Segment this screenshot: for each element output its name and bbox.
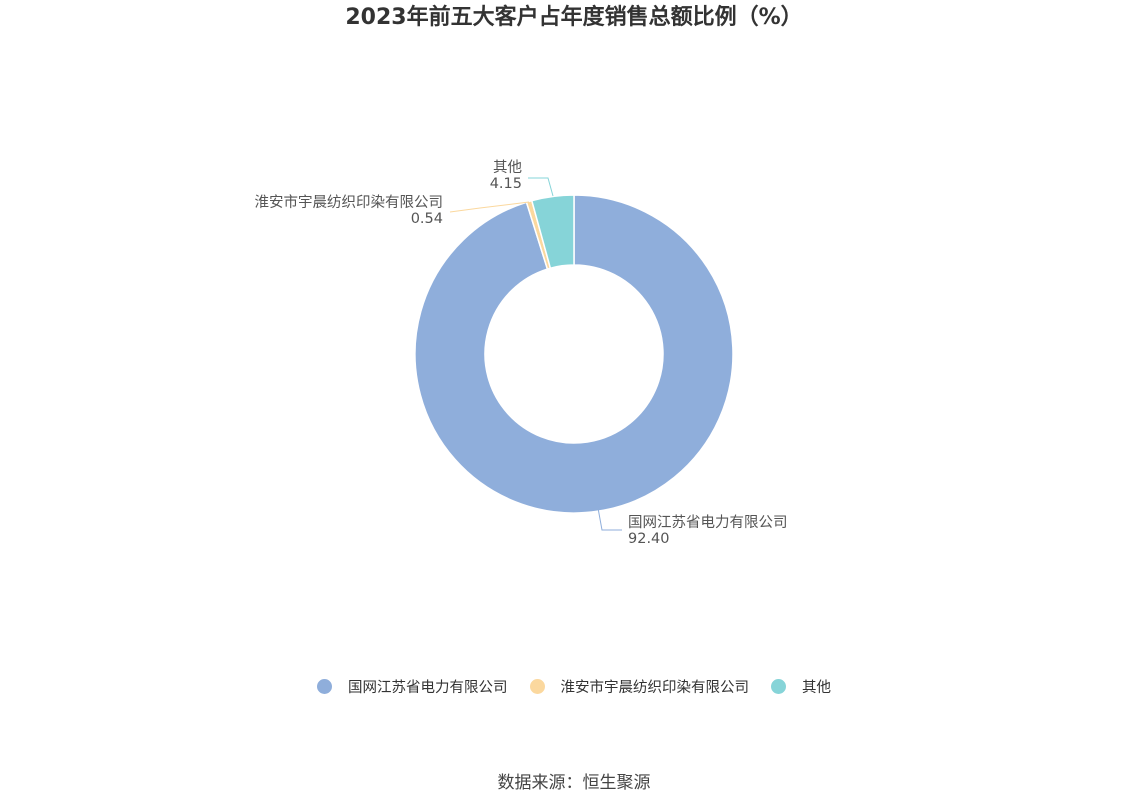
leader-lines xyxy=(449,177,622,531)
legend-label-1: 淮安市宇晨纺织印染有限公司 xyxy=(560,680,750,696)
legend: 国网江苏省电力有限公司 淮安市宇晨纺织印染有限公司 其他 xyxy=(0,676,1148,697)
legend-item-0[interactable]: 国网江苏省电力有限公司 xyxy=(317,676,508,697)
legend-marker-2 xyxy=(771,679,786,694)
leader-line-slice-2 xyxy=(528,177,554,197)
legend-label-2: 其他 xyxy=(802,680,831,696)
slice-label-value-0: 92.40 xyxy=(628,531,670,547)
data-source: 数据来源：恒生聚源 xyxy=(497,773,651,793)
donut-slice-0[interactable] xyxy=(414,194,734,514)
slice-label-value-1: 0.54 xyxy=(411,211,443,227)
donut-slice-2[interactable] xyxy=(530,194,575,270)
leader-line-slice-0 xyxy=(597,507,622,531)
donut-slices xyxy=(414,194,734,514)
slice-labels: 国网江苏省电力有限公司 92.40 淮安市宇晨纺织印染有限公司 0.54 其他 … xyxy=(255,159,788,547)
chart-title: 2023年前五大客户占年度销售总额比例（%） xyxy=(345,5,803,30)
slice-label-name-1: 淮安市宇晨纺织印染有限公司 xyxy=(255,194,444,211)
slice-label-name-0: 国网江苏省电力有限公司 xyxy=(628,514,788,531)
slice-label-value-2: 4.15 xyxy=(490,176,522,192)
leader-line-slice-1 xyxy=(449,201,530,213)
legend-label-0: 国网江苏省电力有限公司 xyxy=(348,680,508,696)
legend-marker-0 xyxy=(317,679,332,694)
legend-item-1[interactable]: 淮安市宇晨纺织印染有限公司 xyxy=(529,676,750,697)
legend-item-2[interactable]: 其他 xyxy=(771,676,831,697)
slice-label-name-2: 其他 xyxy=(493,159,522,176)
legend-marker-1 xyxy=(529,679,545,694)
